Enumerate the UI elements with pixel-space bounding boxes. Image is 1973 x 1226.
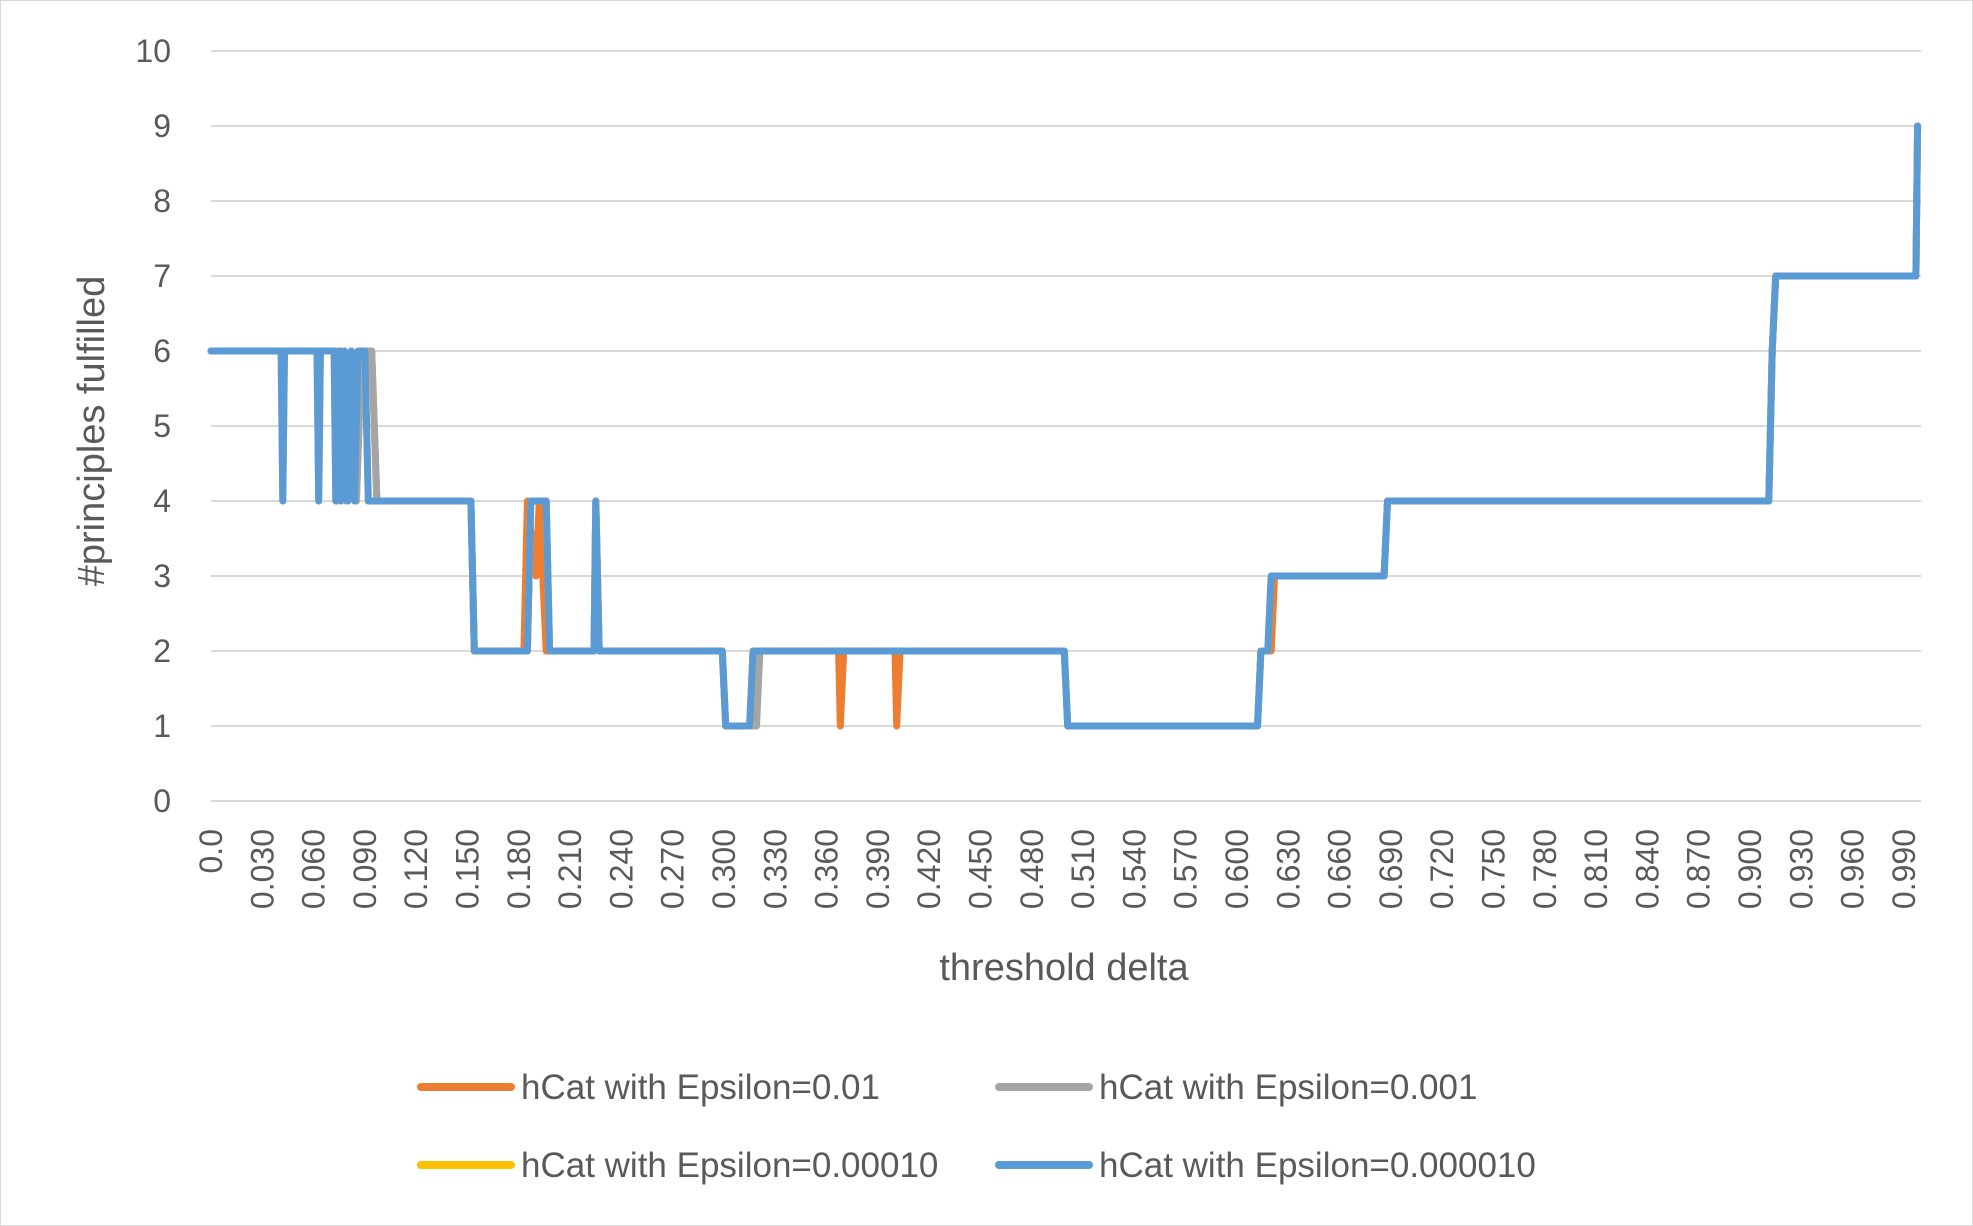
y-axis-ticks: 0 1 2 3 4 5 6 7 8 9 10 [135,33,171,819]
series-lines [207,122,1922,730]
y-tick-label: 2 [153,633,171,669]
x-tick-label: 0.570 [1168,829,1204,909]
legend-item-4: hCat with Epsilon=0.000010 [995,1146,1536,1185]
y-axis-title: #principles fulfilled [71,276,113,587]
x-tick-label: 0.780 [1527,829,1563,909]
x-tick-label: 0.480 [1014,829,1050,909]
x-tick-label: 0.840 [1629,829,1665,909]
legend: hCat with Epsilon=0.01 hCat with Epsilon=… [417,1068,1536,1185]
x-tick-label: 0.750 [1476,829,1512,909]
x-tick-label: 0.210 [552,829,588,909]
y-tick-label: 10 [135,33,171,69]
x-tick-label: 0.090 [347,829,383,909]
legend-item-2: hCat with Epsilon=0.001 [995,1068,1477,1107]
x-tick-label: 0.990 [1886,829,1922,909]
x-axis-title: threshold delta [939,947,1189,989]
legend-item-1: hCat with Epsilon=0.01 [417,1068,880,1107]
x-tick-label: 0.540 [1116,829,1152,909]
x-tick-label: 0.300 [706,829,742,909]
legend-label: hCat with Epsilon=0.00010 [521,1146,938,1185]
legend-label: hCat with Epsilon=0.01 [521,1068,880,1107]
x-tick-label: 0.450 [963,829,999,909]
x-tick-label: 0.720 [1424,829,1460,909]
x-tick-label: 0.330 [757,829,793,909]
x-tick-label: 0.630 [1270,829,1306,909]
x-tick-label: 0.360 [809,829,845,909]
x-tick-label: 0.900 [1732,829,1768,909]
y-tick-label: 9 [153,108,171,144]
y-tick-label: 6 [153,333,171,369]
y-tick-label: 3 [153,558,171,594]
x-tick-label: 0.930 [1783,829,1819,909]
y-tick-label: 1 [153,708,171,744]
y-tick-label: 5 [153,408,171,444]
x-tick-label: 0.810 [1578,829,1614,909]
x-tick-label: 0.030 [244,829,280,909]
x-tick-label: 0.660 [1322,829,1358,909]
x-tick-label: 0.060 [296,829,332,909]
x-tick-label: 0.0 [193,829,229,873]
legend-label: hCat with Epsilon=0.001 [1099,1068,1477,1107]
x-axis-ticks: 0.0 0.030 0.060 0.090 0.120 0.150 0.180 0.210 0.… [193,829,1922,909]
y-tick-label: 0 [153,783,171,819]
series-line-4 [207,122,1922,730]
legend-item-3: hCat with Epsilon=0.00010 [417,1146,938,1185]
x-tick-label: 0.120 [398,829,434,909]
x-tick-label: 0.270 [655,829,691,909]
x-tick-label: 0.510 [1065,829,1101,909]
y-tick-label: 7 [153,258,171,294]
x-tick-label: 0.420 [911,829,947,909]
x-tick-label: 0.390 [860,829,896,909]
legend-label: hCat with Epsilon=0.000010 [1099,1146,1536,1185]
x-tick-label: 0.960 [1835,829,1871,909]
x-tick-label: 0.150 [450,829,486,909]
y-tick-label: 4 [153,483,171,519]
x-tick-label: 0.870 [1681,829,1717,909]
y-tick-label: 8 [153,183,171,219]
x-tick-label: 0.690 [1373,829,1409,909]
x-tick-label: 0.240 [603,829,639,909]
x-tick-label: 0.600 [1219,829,1255,909]
x-tick-label: 0.180 [501,829,537,909]
